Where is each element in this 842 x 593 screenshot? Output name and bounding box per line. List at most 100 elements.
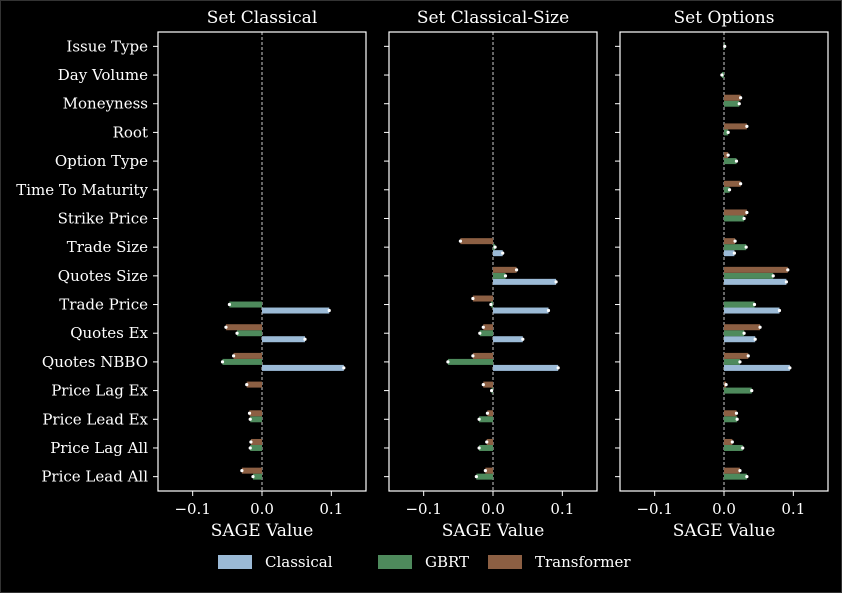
bar-endpoint-marker: [251, 475, 255, 479]
bar-endpoint-marker: [753, 337, 757, 341]
bar-endpoint-marker: [501, 251, 505, 255]
bar-endpoint-marker: [546, 308, 551, 313]
bar-endpoint-marker: [493, 245, 497, 249]
y-tick-label-time-to-maturity: Time To Maturity: [16, 181, 148, 199]
bar-endpoint-marker: [485, 440, 489, 444]
bar-endpoint-marker: [224, 325, 228, 329]
bar-endpoint-marker: [723, 44, 727, 48]
bar-endpoint-marker: [750, 388, 754, 393]
bar-endpoint-marker: [227, 302, 232, 307]
bar-endpoint-marker: [745, 124, 749, 129]
bar-gbrt-time-to-maturity: [724, 186, 730, 193]
bar-endpoint-marker: [720, 73, 724, 77]
x-axis-label-set-classical: SAGE Value: [211, 521, 314, 541]
bar-endpoint-marker: [786, 268, 790, 272]
y-tick-label-price-lead-all: Price Lead All: [41, 468, 148, 486]
x-axis-label-set-classical-size: SAGE Value: [442, 521, 545, 541]
y-tick-label-strike-price: Strike Price: [58, 209, 148, 227]
panel-title-set-options: Set Options: [674, 8, 775, 28]
x-tick-label: 0.0: [712, 500, 736, 518]
y-tick-label-price-lag-ex: Price Lag Ex: [51, 382, 148, 400]
x-tick-label: 0.0: [250, 500, 274, 518]
bar-endpoint-marker: [771, 274, 775, 278]
bar-gbrt-trade-size: [724, 244, 747, 251]
x-tick-label: −0.1: [636, 500, 672, 518]
bar-endpoint-marker: [247, 411, 252, 415]
bar-endpoint-marker: [481, 382, 485, 387]
bar-endpoint-marker: [730, 440, 734, 444]
bar-endpoint-marker: [481, 325, 485, 329]
bar-endpoint-marker: [732, 251, 737, 255]
x-tick-label: 0.1: [781, 500, 805, 518]
bar-classical-trade-size: [493, 250, 503, 257]
bar-gbrt-moneyness: [724, 100, 740, 107]
bar-endpoint-marker: [245, 382, 249, 387]
bar-endpoint-marker: [485, 411, 490, 415]
bar-endpoint-marker: [784, 280, 789, 284]
y-tick-label-day-volume: Day Volume: [58, 66, 148, 84]
bar-gbrt-quotes-ex: [479, 330, 493, 337]
y-tick-label-option-type: Option Type: [55, 152, 148, 170]
y-tick-label-root: Root: [113, 123, 148, 141]
x-tick-label: 0.0: [481, 500, 505, 518]
x-axis-label-set-options: SAGE Value: [673, 521, 776, 541]
bar-endpoint-marker: [746, 354, 750, 358]
bar-endpoint-marker: [471, 296, 475, 301]
bar-endpoint-marker: [727, 188, 732, 192]
bar-transformer-quotes-nbbo: [233, 352, 262, 359]
bar-transformer-price-lead-all: [724, 467, 740, 474]
y-tick-label-quotes-nbbo: Quotes NBBO: [42, 353, 148, 371]
panel-title-set-classical-size: Set Classical-Size: [417, 8, 569, 28]
bar-endpoint-marker: [556, 366, 560, 370]
bar-endpoint-marker: [249, 440, 253, 444]
y-tick-label-price-lead-ex: Price Lead Ex: [42, 410, 148, 428]
bar-endpoint-marker: [458, 239, 463, 243]
bar-gbrt-price-lead-all: [476, 473, 493, 480]
bar-classical-quotes-ex: [262, 336, 305, 343]
bar-transformer-price-lead-all: [241, 467, 262, 474]
y-tick-label-price-lag-all: Price Lag All: [50, 439, 148, 457]
bar-classical-quotes-size: [493, 278, 557, 285]
bar-endpoint-marker: [477, 417, 481, 421]
bar-gbrt-price-lag-all: [724, 444, 743, 451]
bar-endpoint-marker: [521, 337, 525, 341]
bar-transformer-quotes-ex: [724, 324, 761, 331]
bar-transformer-quotes-size: [724, 266, 788, 273]
bar-endpoint-marker: [554, 280, 558, 284]
y-tick-label-quotes-size: Quotes Size: [58, 267, 148, 285]
bar-gbrt-price-lag-all: [250, 444, 262, 451]
bar-transformer-quotes-nbbo: [472, 352, 493, 359]
bar-classical-quotes-nbbo: [724, 364, 790, 371]
bar-endpoint-marker: [220, 360, 225, 364]
bar-endpoint-marker: [788, 366, 792, 370]
bar-transformer-root: [724, 123, 747, 130]
bar-classical-quotes-size: [724, 278, 787, 285]
bar-endpoint-marker: [248, 417, 252, 421]
bar-transformer-quotes-size: [493, 266, 517, 273]
bar-endpoint-marker: [235, 331, 239, 335]
bar-classical-trade-price: [724, 307, 780, 314]
bar-gbrt-quotes-size: [724, 272, 774, 279]
bar-endpoint-marker: [745, 475, 749, 479]
bar-classical-trade-size: [724, 250, 735, 257]
bar-endpoint-marker: [752, 302, 757, 307]
bar-gbrt-price-lead-ex: [724, 416, 738, 423]
bar-endpoint-marker: [490, 388, 494, 393]
bar-endpoint-marker: [739, 96, 743, 100]
bar-gbrt-price-lead-ex: [479, 416, 493, 423]
bar-transformer-quotes-ex: [225, 324, 262, 331]
bar-endpoint-marker: [483, 469, 487, 473]
legend-swatch-transformer: [488, 555, 522, 569]
legend-swatch-classical: [218, 555, 252, 569]
bar-endpoint-marker: [477, 446, 481, 450]
bar-transformer-price-lead-all: [485, 467, 493, 474]
bar-gbrt-option-type: [724, 158, 737, 165]
bar-endpoint-marker: [471, 354, 475, 358]
bar-endpoint-marker: [724, 382, 728, 387]
bar-endpoint-marker: [745, 210, 749, 215]
x-tick-label: 0.1: [550, 500, 574, 518]
bar-gbrt-quotes-size: [493, 272, 506, 279]
bar-endpoint-marker: [489, 302, 493, 307]
